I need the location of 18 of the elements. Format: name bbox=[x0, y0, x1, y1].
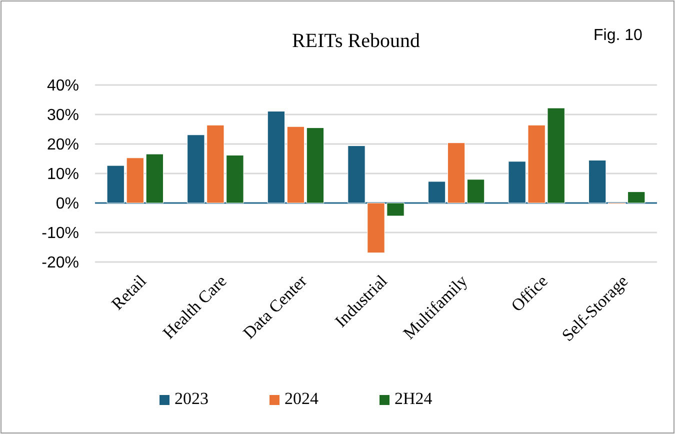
y-tick-label: 30% bbox=[46, 107, 79, 124]
caption: Fig. 10 bbox=[594, 27, 643, 44]
legend-label: 2H24 bbox=[394, 389, 433, 408]
bar bbox=[306, 128, 324, 204]
bar bbox=[447, 142, 466, 204]
y-tick-label: 10% bbox=[46, 166, 79, 184]
y-tick-label: 0% bbox=[56, 196, 79, 213]
bar bbox=[466, 179, 485, 204]
chart-title: REITs Rebound bbox=[292, 30, 420, 52]
y-tick-label: 20% bbox=[46, 136, 79, 154]
legend-label: 2024 bbox=[284, 389, 319, 408]
bar bbox=[267, 111, 286, 204]
y-tick-label: -10% bbox=[42, 225, 79, 242]
legend-label: 2023 bbox=[174, 389, 208, 408]
bar bbox=[428, 181, 446, 204]
y-tick-label: -20% bbox=[42, 254, 79, 272]
y-tick-label: 40% bbox=[46, 78, 79, 95]
bar bbox=[286, 126, 305, 204]
